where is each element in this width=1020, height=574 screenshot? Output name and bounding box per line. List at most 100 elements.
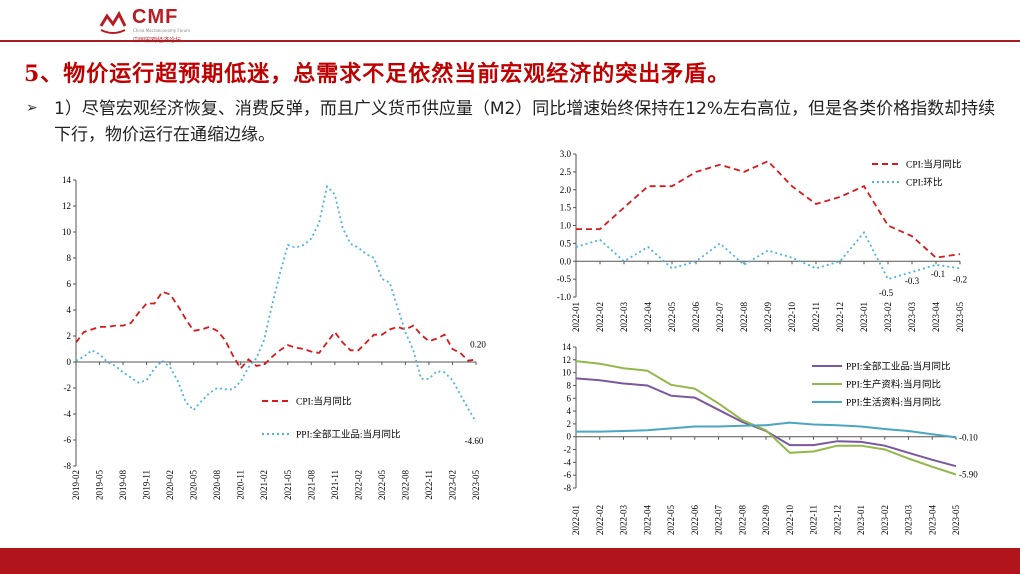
x-tick-label: 2022-08 bbox=[739, 302, 749, 332]
slide-title: 5、物价运行超预期低迷，总需求不足依然当前宏观经济的突出矛盾。 bbox=[24, 61, 731, 87]
header-rule bbox=[0, 40, 1020, 42]
legend-label-0: CPI:当月同比 bbox=[906, 159, 961, 171]
y-tick-label: -1.0 bbox=[557, 292, 572, 302]
x-tick-label: 2023-03 bbox=[907, 302, 917, 332]
x-tick-label: 2023-02 bbox=[880, 505, 890, 535]
x-tick-label: 2020-11 bbox=[236, 470, 246, 500]
x-tick-label: 2022-03 bbox=[619, 302, 629, 332]
x-tick-label: 2023-02 bbox=[883, 302, 893, 332]
series-line-0 bbox=[75, 290, 477, 371]
data-label: -0.10 bbox=[959, 432, 978, 442]
x-tick-label: 2022-05 bbox=[666, 505, 676, 535]
legend-label-1: CPI:环比 bbox=[906, 177, 942, 189]
x-tick-label: 2021-02 bbox=[259, 470, 269, 500]
y-tick-label: 0 bbox=[567, 432, 572, 442]
x-tick-label: 2022-02 bbox=[595, 302, 605, 332]
cmf-logo: CMF China Macroeconomy Forum 中国宏观经济论坛 bbox=[98, 6, 218, 44]
y-tick-label: 2 bbox=[67, 331, 72, 341]
x-tick-label: 2022-10 bbox=[787, 302, 797, 332]
x-tick-label: 2019-08 bbox=[118, 470, 128, 500]
x-tick-label: 2023-03 bbox=[904, 505, 914, 535]
x-tick-label: 2022-06 bbox=[691, 302, 701, 332]
x-tick-label: 2022-05 bbox=[377, 470, 387, 500]
x-tick-label: 2020-05 bbox=[189, 470, 199, 500]
y-tick-label: 1.5 bbox=[560, 203, 572, 213]
x-tick-label: 2021-11 bbox=[330, 470, 340, 500]
x-tick-label: 2022-12 bbox=[835, 302, 845, 332]
y-tick-label: 12 bbox=[62, 201, 71, 211]
x-tick-label: 2022-12 bbox=[832, 505, 842, 535]
x-tick-label: 2022-09 bbox=[763, 302, 773, 332]
y-tick-label: -8 bbox=[564, 483, 572, 493]
x-tick-label: 2023-04 bbox=[927, 505, 937, 535]
x-tick-label: 2022-05 bbox=[667, 302, 677, 332]
x-tick-label: 2022-08 bbox=[400, 470, 410, 500]
logo-text: CMF bbox=[132, 6, 179, 28]
series-line-1 bbox=[575, 230, 961, 281]
series-line-0 bbox=[576, 160, 961, 259]
data-label: -5.90 bbox=[959, 470, 978, 480]
y-tick-label: 14 bbox=[62, 175, 72, 185]
x-tick-label: 2022-06 bbox=[690, 505, 700, 535]
chart-cpi-ppi-history: -8 -6 -4 -2 0 2 4 6 8 10 12 14 2019-02 2019-05 2019-08… bbox=[62, 175, 486, 500]
x-tick-label: 2023-05 bbox=[955, 302, 965, 332]
x-tick-label: 2022-11 bbox=[424, 470, 434, 500]
legend-label-0: PPI:全部工业品:当月同比 bbox=[846, 361, 951, 373]
y-tick-label: -4 bbox=[64, 409, 72, 419]
data-label: -4.60 bbox=[465, 436, 484, 446]
x-tick-label: 2022-09 bbox=[761, 505, 771, 535]
logo-subtitle-en: China Macroeconomy Forum bbox=[133, 28, 191, 33]
series-line-0 bbox=[575, 377, 957, 468]
x-tick-label: 2023-02 bbox=[447, 470, 457, 500]
y-tick-label: 4 bbox=[567, 406, 572, 416]
y-tick-label: 4 bbox=[67, 305, 72, 315]
x-tick-label: 2022-08 bbox=[737, 505, 747, 535]
x-tick-label: 2020-08 bbox=[212, 470, 222, 500]
bullet-text: 1）尽管宏观经济恢复、消费反弹，而且广义货币供应量（M2）同比增速始终保持在12… bbox=[54, 99, 996, 145]
y-tick-label: 0.0 bbox=[560, 256, 572, 266]
x-tick-label: 2022-10 bbox=[785, 505, 795, 535]
x-tick-label: 2023-01 bbox=[856, 505, 866, 535]
y-tick-label: -2 bbox=[564, 445, 572, 455]
y-tick-label: -6 bbox=[64, 435, 72, 445]
x-tick-label: 2023-05 bbox=[471, 470, 481, 500]
data-label: -0.2 bbox=[953, 274, 967, 284]
series-line-1 bbox=[575, 360, 957, 476]
x-tick-label: 2022-02 bbox=[353, 470, 363, 500]
series-line-1 bbox=[75, 184, 477, 423]
x-tick-label: 2022-07 bbox=[715, 302, 725, 332]
y-tick-label: -8 bbox=[64, 461, 72, 471]
y-tick-label: 2 bbox=[567, 419, 572, 429]
y-tick-label: 6 bbox=[67, 279, 72, 289]
x-tick-label: 2022-03 bbox=[619, 505, 629, 535]
legend-label-1: PPI:全部工业品:当月同比 bbox=[296, 429, 401, 441]
x-tick-label: 2022-04 bbox=[642, 505, 652, 535]
chart-ppi-breakdown: -8 -6 -4 -2 0 2 4 6 8 10 12 14 2022-01 2022-02 2022-03… bbox=[562, 342, 978, 535]
y-tick-label: 10 bbox=[562, 368, 572, 378]
x-tick-label: 2022-01 bbox=[571, 505, 581, 535]
y-tick-label: -2 bbox=[64, 383, 72, 393]
x-tick-label: 2022-01 bbox=[571, 302, 581, 332]
x-tick-label: 2023-05 bbox=[951, 505, 961, 535]
x-tick-label: 2021-05 bbox=[283, 470, 293, 500]
y-tick-label: 2.5 bbox=[560, 167, 572, 177]
x-tick-label: 2023-01 bbox=[859, 302, 869, 332]
y-tick-label: 2.0 bbox=[560, 185, 572, 195]
x-tick-label: 2019-11 bbox=[142, 470, 152, 500]
y-tick-label: 12 bbox=[562, 355, 571, 365]
x-tick-label: 2020-02 bbox=[165, 470, 175, 500]
y-tick-label: 0 bbox=[67, 357, 72, 367]
x-tick-label: 2019-02 bbox=[71, 470, 81, 500]
y-tick-label: -6 bbox=[564, 470, 572, 480]
y-tick-label: 1.0 bbox=[560, 221, 572, 231]
bullet-arrow-icon: ➢ bbox=[26, 100, 38, 116]
y-tick-label: -4 bbox=[564, 457, 572, 467]
cmf-logo-mark-icon bbox=[99, 10, 127, 34]
data-label: -0.5 bbox=[879, 288, 894, 298]
x-tick-label: 2022-02 bbox=[595, 505, 605, 535]
y-tick-label: 8 bbox=[67, 253, 72, 263]
data-label: -0.1 bbox=[931, 269, 945, 279]
x-tick-label: 2023-04 bbox=[931, 302, 941, 332]
x-tick-label: 2022-07 bbox=[714, 505, 724, 535]
y-tick-label: -0.5 bbox=[557, 274, 572, 284]
